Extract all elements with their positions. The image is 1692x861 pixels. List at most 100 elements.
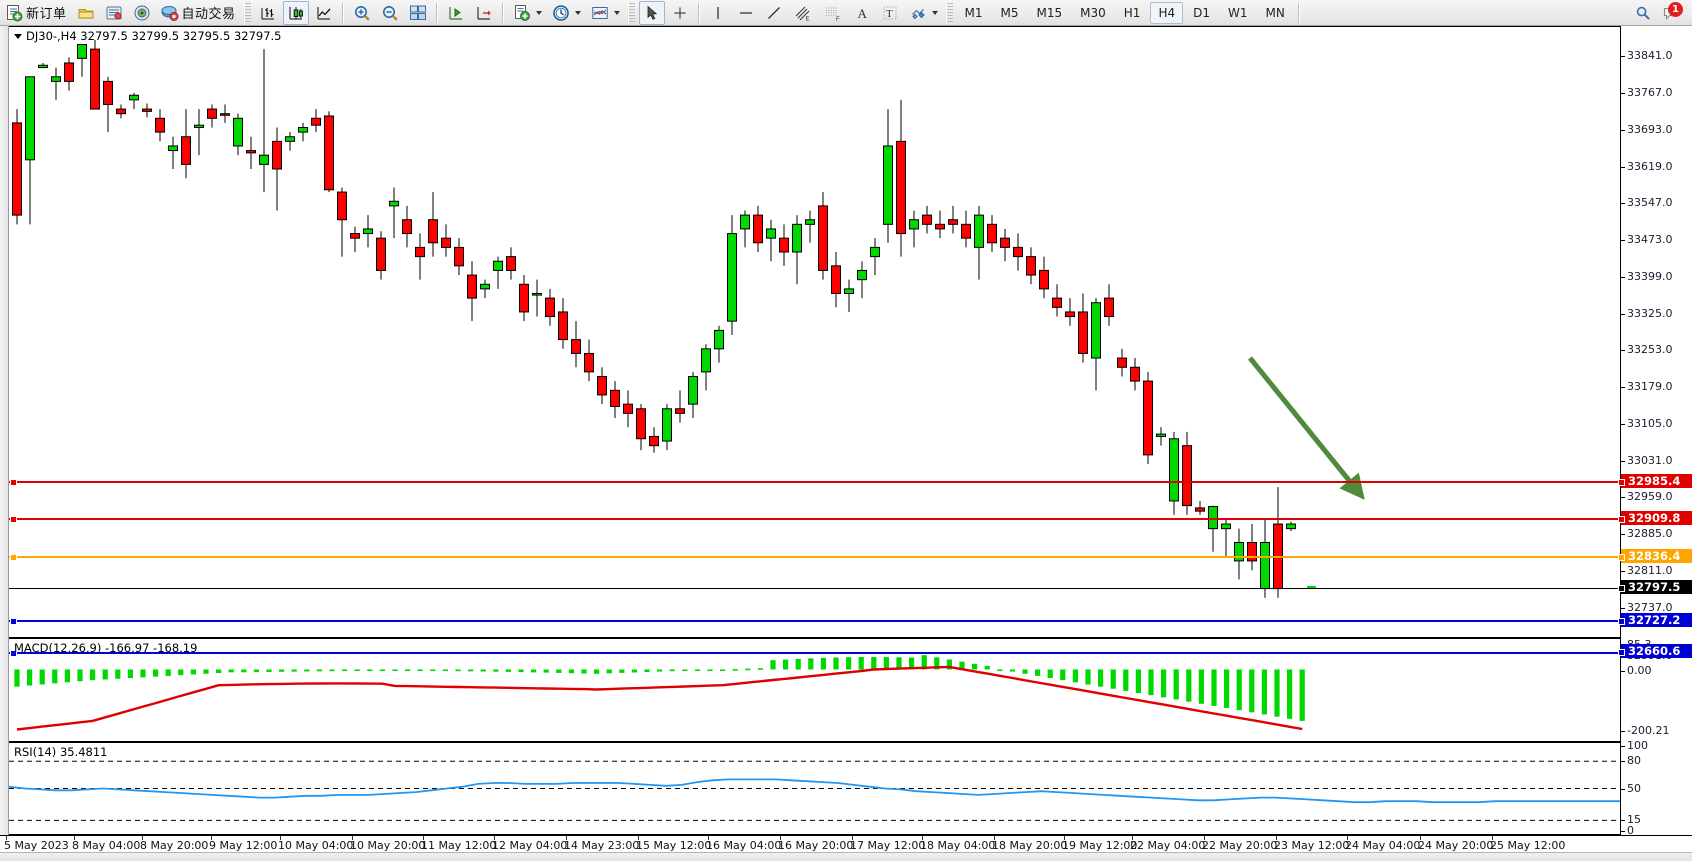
vertical-line-icon[interactable] — [705, 1, 731, 25]
timeframe-h1[interactable]: H1 — [1123, 5, 1141, 20]
toolbar-grip-3[interactable] — [945, 2, 953, 23]
chevron-down-icon[interactable] — [574, 10, 581, 15]
chevron-down-icon[interactable] — [613, 10, 620, 15]
zoom-out-icon[interactable] — [377, 1, 403, 25]
chevron-down-icon[interactable] — [14, 34, 22, 39]
pivot-level[interactable]: 32836.4 — [1618, 549, 1692, 563]
text-label-icon[interactable]: T — [877, 1, 903, 25]
time-label: 17 May 12:00 — [850, 839, 926, 852]
alerts-icon[interactable]: 1 — [1658, 1, 1686, 25]
time-label: 14 May 23:00 — [564, 839, 640, 852]
candlestick-series — [12, 39, 1316, 598]
price-scale[interactable]: 33841.0 33767.0 33693.0 33619.0 33547.0 33473… — [1618, 26, 1692, 837]
chevron-down-icon[interactable] — [535, 10, 542, 15]
pivot-line[interactable] — [9, 554, 1620, 561]
resistance-line-1[interactable] — [9, 479, 1620, 486]
time-label: 24 May 04:00 — [1345, 839, 1421, 852]
auto-scroll-icon[interactable] — [443, 1, 469, 25]
timeframe-h4[interactable]: H4 — [1150, 1, 1184, 24]
time-tick — [280, 836, 281, 840]
timeframe-w1[interactable]: W1 — [1228, 5, 1248, 20]
line-handle[interactable] — [10, 479, 17, 486]
time-tick — [994, 836, 995, 840]
candlestick-icon[interactable] — [282, 0, 309, 25]
time-tick — [1276, 836, 1277, 840]
macd-pane[interactable]: MACD(12,26,9) -166.97 -168.19 — [9, 638, 1692, 742]
resistance-line-2[interactable] — [9, 516, 1620, 523]
time-tick — [1064, 836, 1065, 840]
search-icon[interactable] — [1630, 1, 1656, 25]
bar-chart-icon[interactable] — [255, 1, 281, 25]
price-tick: 33693.0 — [1621, 124, 1692, 136]
zoom-in-icon[interactable] — [349, 1, 375, 25]
chevron-down-icon[interactable] — [931, 10, 938, 15]
autotrade-button[interactable]: 自动交易 — [157, 1, 240, 25]
crosshair-icon[interactable] — [667, 1, 693, 25]
time-tick — [142, 836, 143, 840]
toolbar-grip-1[interactable] — [243, 2, 251, 23]
line-handle[interactable] — [10, 554, 17, 561]
toolbar-separator-1 — [341, 2, 344, 23]
indicators-button[interactable] — [587, 1, 624, 25]
support-line-2[interactable] — [9, 650, 1620, 657]
chart-grid-icon[interactable] — [405, 1, 431, 25]
time-label: 9 May 12:00 — [209, 839, 278, 852]
time-label: 19 May 12:00 — [1062, 839, 1138, 852]
chart-window[interactable]: DJ30-,H4 32797.5 32799.5 32795.5 32797.5… — [0, 26, 1692, 861]
support-level-2[interactable]: 32660.6 — [1618, 644, 1692, 658]
line-chart-icon[interactable] — [311, 1, 337, 25]
cursor-icon[interactable] — [638, 0, 665, 25]
price-tick: 32737.0 — [1621, 602, 1692, 614]
objects-button[interactable] — [905, 1, 942, 25]
resistance-level-1[interactable]: 32985.4 — [1618, 474, 1692, 488]
time-tick — [352, 836, 353, 840]
timeframe-mn[interactable]: MN — [1265, 5, 1285, 20]
new-order-button[interactable]: 新订单 — [1, 1, 71, 25]
text-icon[interactable]: A — [849, 1, 875, 25]
support-level-1[interactable]: 32727.2 — [1618, 613, 1692, 627]
price-tick: 33179.0 — [1621, 381, 1692, 393]
svg-text:A: A — [857, 6, 867, 21]
price-tick: 33399.0 — [1621, 271, 1692, 283]
line-handle[interactable] — [10, 618, 17, 625]
toolbar-separator-2 — [435, 2, 438, 23]
time-label: 18 May 20:00 — [992, 839, 1068, 852]
trendline-icon[interactable] — [761, 1, 787, 25]
symbol-quote-text: DJ30-,H4 32797.5 32799.5 32795.5 32797.5 — [26, 29, 282, 43]
rsi-pane[interactable]: RSI(14) 35.4811 — [9, 742, 1692, 835]
line-handle[interactable] — [10, 516, 17, 523]
current-price-level[interactable]: 32797.5 — [1618, 580, 1692, 594]
timeframe-d1[interactable]: D1 — [1193, 5, 1210, 20]
resistance-level-2[interactable]: 32909.8 — [1618, 511, 1692, 525]
price-pane[interactable]: DJ30-,H4 32797.5 32799.5 32795.5 32797.5 — [9, 26, 1692, 657]
timeframe-m5[interactable]: M5 — [1000, 5, 1019, 20]
timeframe-m15[interactable]: M15 — [1036, 5, 1063, 20]
time-label: 10 May 04:00 — [278, 839, 354, 852]
new-chart-button[interactable] — [509, 1, 546, 25]
chart-shift-icon[interactable] — [471, 1, 497, 25]
period-clock-button[interactable] — [548, 1, 585, 25]
timeframe-m30[interactable]: M30 — [1080, 5, 1106, 20]
navigator-icon[interactable] — [129, 1, 155, 25]
toolbar-grip-2[interactable] — [627, 2, 635, 23]
rsi-tick: 80 — [1621, 755, 1692, 767]
horizontal-line-icon[interactable] — [733, 1, 759, 25]
equidistant-channel-icon[interactable]: E — [789, 1, 817, 25]
terminal-icon[interactable] — [101, 1, 127, 25]
main-toolbar[interactable]: 新订单 自动交易 — [0, 0, 1692, 26]
svg-text:T: T — [886, 8, 893, 20]
rsi-tick: 15 — [1621, 814, 1692, 826]
price-tick: 33253.0 — [1621, 344, 1692, 356]
timeframe-m1[interactable]: M1 — [964, 5, 983, 20]
current-price-line[interactable] — [9, 588, 1620, 589]
fibonacci-icon[interactable]: F — [819, 1, 847, 25]
folder-icon[interactable] — [73, 1, 99, 25]
time-label: 24 May 20:00 — [1418, 839, 1494, 852]
support-line-1[interactable] — [9, 618, 1620, 625]
line-handle[interactable] — [10, 650, 17, 657]
time-label: 8 May 04:00 — [72, 839, 141, 852]
timeframe-group[interactable]: M1 M5 M15 M30 H1 H4 D1 W1 MN — [956, 1, 1294, 24]
autotrade-label: 自动交易 — [181, 7, 236, 22]
status-strip — [0, 852, 1692, 861]
time-tick — [1132, 836, 1133, 840]
